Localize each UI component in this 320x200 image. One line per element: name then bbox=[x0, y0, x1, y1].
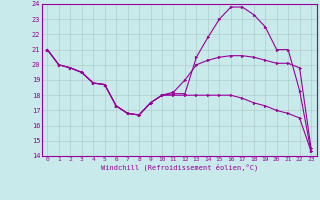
X-axis label: Windchill (Refroidissement éolien,°C): Windchill (Refroidissement éolien,°C) bbox=[100, 164, 258, 171]
